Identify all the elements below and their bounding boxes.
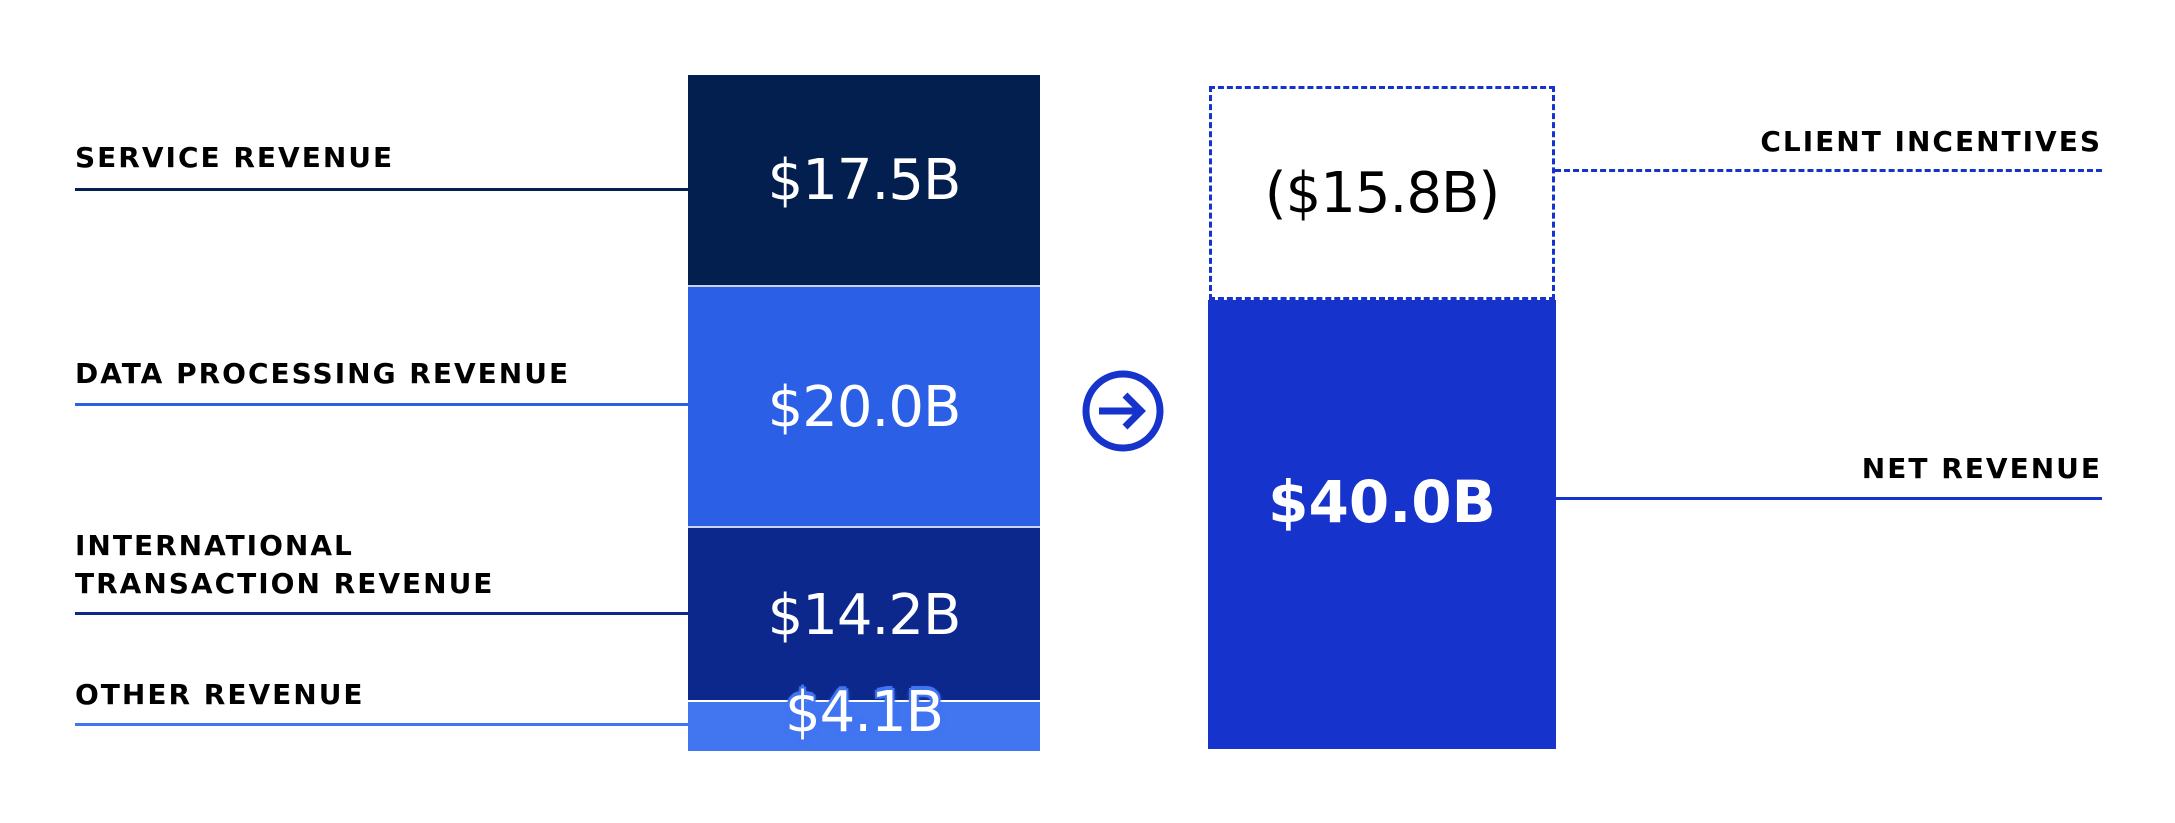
leader-client-incentives xyxy=(1555,169,2102,172)
leader-net-revenue xyxy=(1556,497,2102,500)
bar-segment-international-transaction-revenue: $14.2B xyxy=(688,528,1040,701)
bar-segment-net-revenue: $40.0B xyxy=(1208,300,1556,749)
leader-service-revenue xyxy=(75,188,688,191)
segment-divider xyxy=(688,526,1040,528)
value-client-incentives: ($15.8B) xyxy=(1264,160,1500,226)
value-other-revenue: $4.1B xyxy=(784,680,944,745)
label-other-revenue: OTHER REVENUE xyxy=(75,678,365,711)
segment-divider xyxy=(688,285,1040,287)
value-service-revenue: $17.5B xyxy=(767,148,962,213)
bar-segment-client-incentives: ($15.8B) xyxy=(1209,86,1555,300)
value-net-revenue: $40.0B xyxy=(1268,468,1496,536)
label-net-revenue: NET REVENUE xyxy=(1861,452,2102,485)
label-service-revenue: SERVICE REVENUE xyxy=(75,141,395,174)
arrow-right-circle-icon xyxy=(1081,369,1165,453)
leader-international-transaction-revenue xyxy=(75,612,688,615)
label-data-processing-revenue: DATA PROCESSING REVENUE xyxy=(75,357,571,390)
leader-other-revenue xyxy=(75,723,688,726)
label-client-incentives: CLIENT INCENTIVES xyxy=(1760,125,2102,158)
bar-segment-data-processing-revenue: $20.0B xyxy=(688,287,1040,527)
label-international-line1: INTERNATIONAL xyxy=(75,529,354,562)
label-international-line2: TRANSACTION REVENUE xyxy=(75,567,495,600)
value-data-processing-revenue: $20.0B xyxy=(767,374,962,440)
leader-data-processing-revenue xyxy=(75,403,688,406)
value-international-transaction-revenue: $14.2B xyxy=(767,583,962,648)
bar-segment-service-revenue: $17.5B xyxy=(688,75,1040,286)
label-international-transaction-revenue: INTERNATIONAL TRANSACTION REVENUE xyxy=(75,527,494,603)
value-other-revenue-wrap: $4.1B xyxy=(688,680,1040,745)
bar-segment-other-revenue xyxy=(688,702,1040,751)
segment-divider xyxy=(688,700,1040,702)
